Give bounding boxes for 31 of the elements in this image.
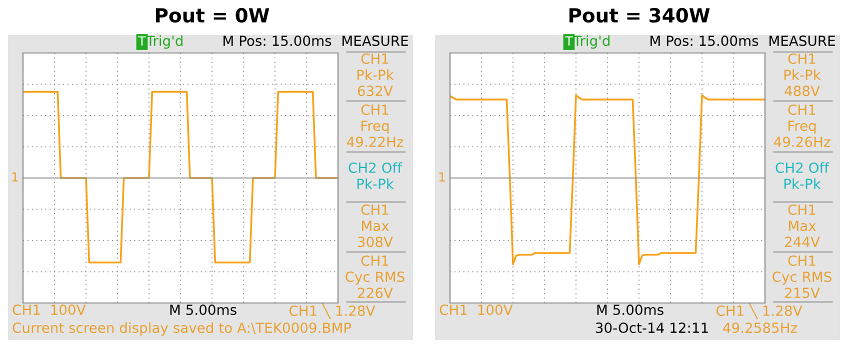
text: CH1 Cyc RMS 226V (346, 255, 404, 298)
text: 1 (439, 172, 445, 182)
text: T (138, 36, 146, 46)
text: Trig'd (573, 35, 610, 49)
text: CH1 Pk-Pk 488V (784, 53, 821, 96)
text: 30-Oct-14 12:11 (596, 322, 708, 334)
chart-title: Pout = 340W (569, 8, 710, 23)
text: M 5.00ms (597, 304, 664, 316)
text: M Pos: 15.00ms (650, 36, 758, 46)
text: 49.2585Hz (723, 322, 797, 334)
text: CH1 ╲ 1.28V (289, 302, 376, 320)
text: M Pos: 15.00ms (224, 36, 332, 46)
text: MEASURE (770, 36, 835, 46)
text: CH2 Off Pk-Pk (776, 162, 830, 189)
text: M 5.00ms (170, 304, 236, 316)
text: T (565, 36, 573, 46)
text: CH1 Max 244V (785, 204, 820, 247)
text: CH2 Off Pk-Pk (348, 162, 402, 189)
text: CH1 Freq 49.26Hz (774, 104, 830, 148)
chart-title: Pout = 0W (156, 8, 270, 23)
text: CH1 Freq 49.22Hz (346, 104, 404, 148)
text: CH1 ╲ 1.28V (716, 302, 802, 320)
text: CH1 100V (12, 304, 86, 316)
text: 1 (12, 172, 18, 182)
text: Current screen display saved to A:\TEK0009.BMP (12, 322, 352, 336)
text: Trig'd (146, 35, 182, 49)
text: MEASURE (342, 36, 408, 46)
text: CH1 Max 308V (358, 204, 393, 248)
text: CH1 Pk-Pk 632V (357, 53, 394, 96)
text: CH1 100V (440, 304, 513, 316)
text: CH1 Cyc RMS 215V (772, 255, 832, 298)
